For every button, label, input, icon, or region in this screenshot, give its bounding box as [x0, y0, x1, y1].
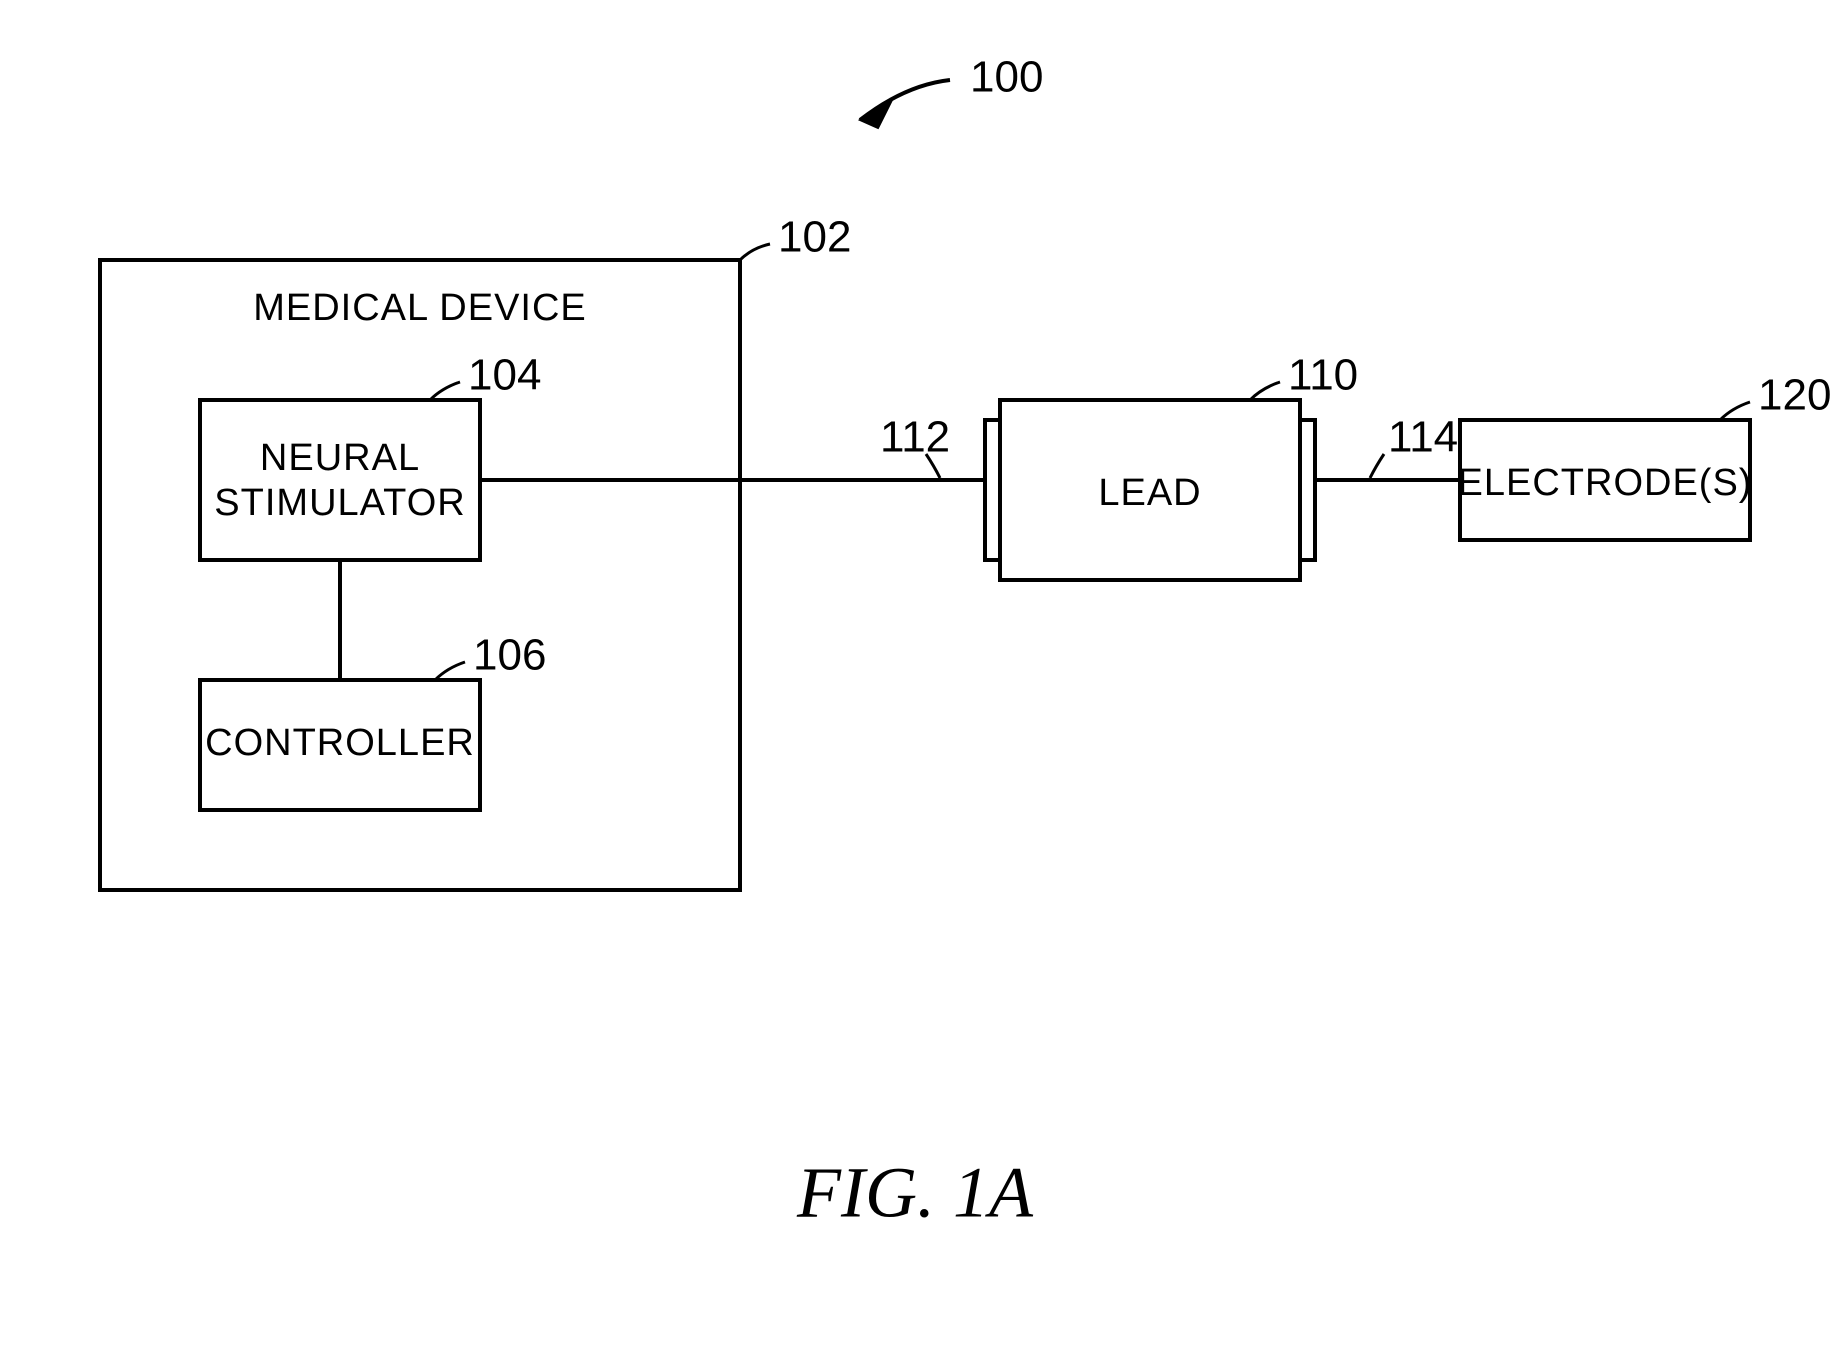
neural-stimulator-label-2: STIMULATOR	[214, 482, 465, 524]
lead-tab-right	[1300, 420, 1315, 560]
medical-device-box	[100, 260, 740, 890]
figure-caption: FIG. 1A	[796, 1153, 1034, 1233]
ref-device: 102	[778, 213, 851, 262]
leader-102	[740, 244, 770, 260]
lead-label: LEAD	[1098, 472, 1201, 514]
medical-device-title: MEDICAL DEVICE	[253, 287, 587, 329]
ref-electrodes: 120	[1758, 371, 1830, 420]
leader-106	[435, 662, 465, 680]
neural-stimulator-label-1: NEURAL	[260, 437, 420, 479]
controller-label: CONTROLLER	[205, 722, 475, 764]
ref-conn-left: 112	[880, 413, 950, 462]
ref-system: 100	[970, 53, 1043, 102]
lead-tab-left	[985, 420, 1000, 560]
leader-114	[1370, 454, 1384, 478]
ref-stimulator: 104	[468, 351, 541, 400]
system-arrow	[860, 80, 950, 128]
leader-104	[430, 382, 460, 400]
ref-lead: 110	[1288, 351, 1358, 400]
electrodes-label: ELECTRODE(S)	[1458, 462, 1753, 504]
leader-120	[1720, 402, 1750, 420]
leader-110	[1250, 382, 1280, 400]
diagram-canvas: 100 MEDICAL DEVICE 102 NEURAL STIMULATOR…	[0, 0, 1830, 1371]
ref-controller: 106	[473, 631, 546, 680]
neural-stimulator-box	[200, 400, 480, 560]
ref-conn-right: 114	[1388, 413, 1458, 462]
